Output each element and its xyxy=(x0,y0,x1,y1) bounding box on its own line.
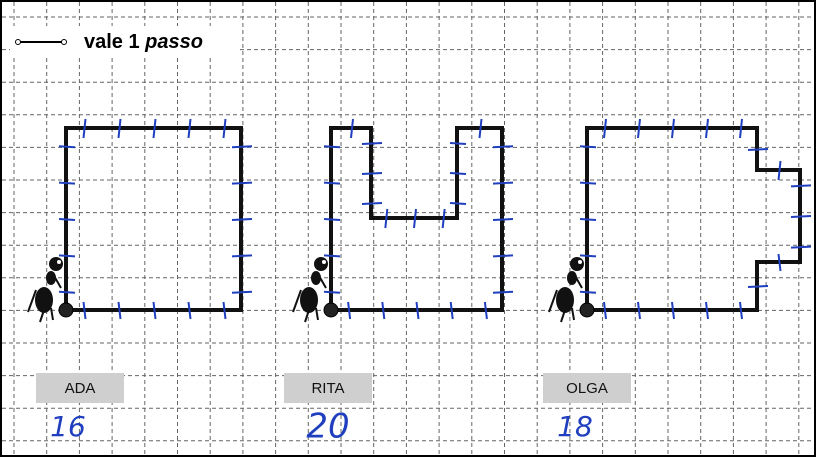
legend: vale 1 passo xyxy=(10,26,238,58)
start-ball xyxy=(580,303,594,317)
step-mark xyxy=(59,219,75,220)
step-mark xyxy=(580,292,596,293)
step-mark xyxy=(493,219,513,220)
handwritten-answer: 16 xyxy=(50,410,86,443)
step-mark xyxy=(580,219,596,220)
ant-eye xyxy=(57,260,61,264)
step-mark xyxy=(59,255,75,256)
step-mark xyxy=(493,255,513,256)
step-mark xyxy=(232,183,252,184)
step-mark xyxy=(450,173,466,174)
step-mark xyxy=(580,255,596,256)
start-ball xyxy=(324,303,338,317)
step-mark xyxy=(232,219,252,220)
step-mark xyxy=(324,146,340,147)
ant-head xyxy=(314,257,328,271)
step-mark xyxy=(791,185,811,186)
legend-emphasis: passo xyxy=(144,31,203,53)
start-ball xyxy=(59,303,73,317)
step-mark xyxy=(362,143,382,144)
handwritten-answer: 20 xyxy=(306,407,349,447)
figure-name: RITA xyxy=(311,380,344,397)
step-mark xyxy=(324,255,340,256)
step-mark xyxy=(580,183,596,184)
step-mark xyxy=(362,173,382,174)
ant-eye xyxy=(578,260,582,264)
step-mark xyxy=(324,219,340,220)
handwritten-answer: 18 xyxy=(557,410,593,443)
worksheet: ADA 16 RITA 20 OLGA 18 vale 1 passo xyxy=(0,0,816,457)
step-mark xyxy=(493,292,513,293)
step-mark xyxy=(791,247,811,248)
figure-name: OLGA xyxy=(566,380,608,397)
step-mark xyxy=(59,146,75,147)
step-mark xyxy=(493,146,513,147)
figure-name: ADA xyxy=(65,380,96,397)
legend-label: vale 1 xyxy=(84,31,140,53)
step-mark xyxy=(232,255,252,256)
step-mark xyxy=(232,146,252,147)
step-mark xyxy=(748,286,768,287)
step-mark xyxy=(450,203,466,204)
step-mark xyxy=(324,183,340,184)
step-mark xyxy=(59,292,75,293)
step-mark xyxy=(748,149,768,150)
legend-text: vale 1 passo xyxy=(84,31,203,53)
ant-head xyxy=(570,257,584,271)
ant-head xyxy=(49,257,63,271)
step-mark xyxy=(580,146,596,147)
ant-eye xyxy=(322,260,326,264)
step-mark xyxy=(791,216,811,217)
legend-dot xyxy=(62,40,67,45)
step-mark xyxy=(324,292,340,293)
step-mark xyxy=(232,292,252,293)
step-mark xyxy=(59,183,75,184)
step-mark xyxy=(362,203,382,204)
step-mark xyxy=(493,183,513,184)
step-mark xyxy=(450,143,466,144)
legend-dot xyxy=(16,40,21,45)
